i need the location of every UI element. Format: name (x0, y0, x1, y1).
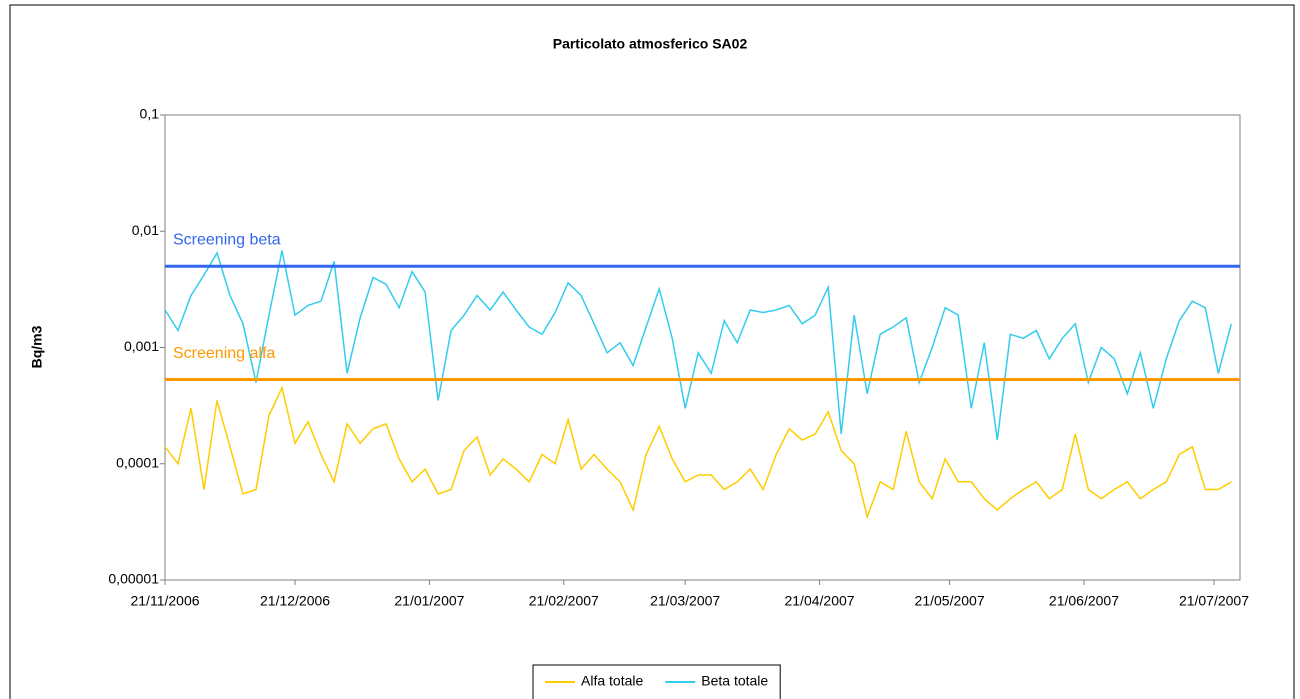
reference-label: Screening beta (173, 231, 281, 248)
legend-label: Beta totale (701, 673, 768, 689)
reference-label: Screening alfa (173, 345, 275, 362)
x-tick-label: 21/11/2006 (130, 593, 199, 609)
x-tick-label: 21/12/2006 (260, 593, 330, 609)
y-tick-label: 0,00001 (108, 571, 159, 587)
x-tick-label: 21/07/2007 (1179, 593, 1249, 609)
x-tick-label: 21/03/2007 (650, 593, 720, 609)
x-tick-label: 21/01/2007 (394, 593, 464, 609)
legend-label: Alfa totale (581, 673, 643, 689)
legend: Alfa totale Beta totale (532, 664, 781, 699)
y-axis-label: Bq/m3 (29, 325, 45, 368)
chart-border (9, 4, 1295, 699)
y-tick-label: 0,01 (132, 222, 159, 238)
data-line (164, 385, 1232, 520)
plot-area (164, 114, 1241, 581)
y-tick-label: 0,1 (140, 106, 160, 122)
x-tick-label: 21/04/2007 (784, 593, 854, 609)
y-tick-label: 0,0001 (116, 454, 159, 470)
y-tick-label: 0,001 (124, 338, 159, 354)
chart-title: Particolato atmosferico SA02 (553, 36, 748, 52)
x-tick-label: 21/06/2007 (1049, 593, 1119, 609)
data-line (164, 250, 1233, 441)
x-tick-label: 21/02/2007 (529, 593, 599, 609)
x-tick-label: 21/05/2007 (915, 593, 985, 609)
